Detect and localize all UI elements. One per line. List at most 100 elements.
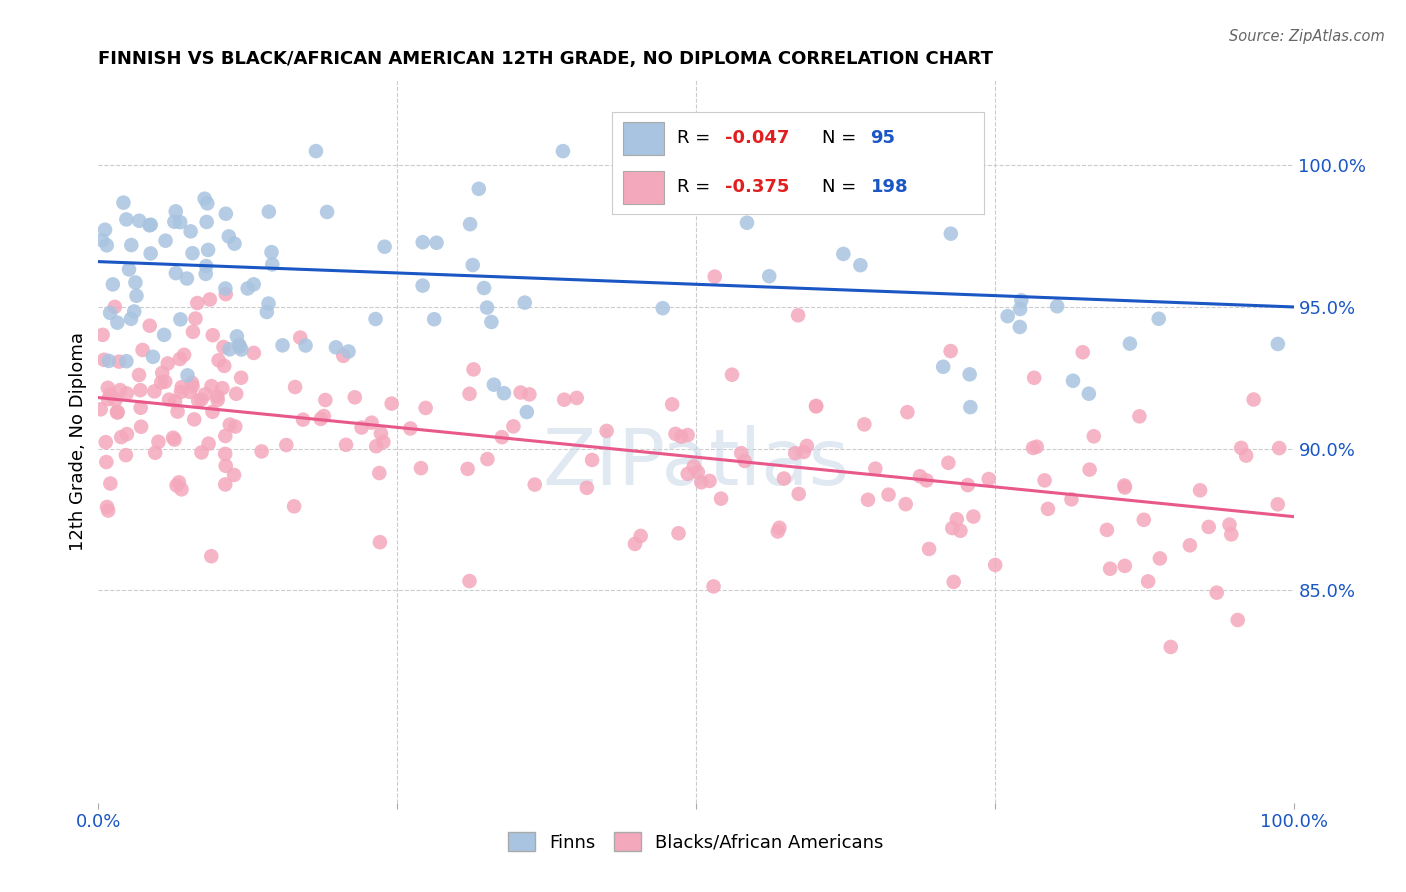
Point — [682, 459, 704, 474]
Point — [1046, 299, 1069, 313]
Point — [997, 309, 1019, 323]
Point — [214, 281, 236, 295]
Point — [1226, 613, 1249, 627]
Point — [184, 311, 207, 326]
Point — [335, 438, 357, 452]
Point — [1189, 483, 1212, 498]
Point — [187, 393, 209, 408]
Point — [932, 359, 955, 374]
Point — [1078, 462, 1101, 476]
Point — [877, 488, 900, 502]
Point — [423, 312, 446, 326]
Point — [195, 196, 218, 211]
Point — [138, 318, 160, 333]
Point — [98, 387, 121, 401]
Point — [865, 461, 887, 475]
Point — [856, 492, 879, 507]
Point — [97, 381, 120, 395]
Point — [139, 218, 162, 232]
Point — [150, 376, 173, 390]
Point — [721, 368, 744, 382]
Point — [676, 467, 699, 481]
Point — [200, 379, 222, 393]
Point — [212, 340, 235, 354]
Point — [661, 397, 683, 411]
Point — [236, 281, 259, 295]
Point — [256, 305, 278, 319]
Point — [218, 229, 240, 244]
Point — [190, 392, 212, 407]
Point — [1036, 502, 1059, 516]
Point — [1025, 440, 1047, 454]
Point — [758, 269, 780, 284]
Point — [105, 405, 128, 419]
Point — [108, 383, 131, 397]
Point — [1083, 429, 1105, 443]
Point — [207, 389, 229, 403]
Point — [96, 238, 118, 252]
Point — [98, 476, 121, 491]
Point — [1178, 538, 1201, 552]
Point — [129, 401, 152, 415]
Point — [243, 346, 266, 360]
Point — [516, 405, 538, 419]
Point — [853, 417, 876, 432]
Point — [148, 434, 170, 449]
Point — [316, 205, 339, 219]
Point — [128, 213, 150, 227]
Point — [735, 216, 758, 230]
Point — [1147, 311, 1170, 326]
Point — [624, 537, 647, 551]
Point — [939, 227, 962, 241]
Point — [766, 524, 789, 539]
Point — [581, 453, 603, 467]
Point — [115, 354, 138, 368]
Point — [1008, 320, 1031, 334]
Point — [115, 448, 138, 462]
Point — [218, 417, 240, 432]
Point — [129, 419, 152, 434]
Point — [262, 257, 284, 271]
Point — [1205, 585, 1227, 599]
Point — [97, 392, 120, 406]
Point — [1230, 441, 1253, 455]
Point — [156, 356, 179, 370]
Point — [105, 405, 128, 419]
Point — [1119, 336, 1142, 351]
Point — [97, 503, 120, 517]
Point — [211, 381, 233, 395]
Point — [166, 404, 188, 418]
Point — [260, 245, 283, 260]
Point — [190, 445, 212, 459]
Point — [962, 509, 984, 524]
Point — [169, 312, 191, 326]
Point — [314, 392, 336, 407]
Point — [91, 233, 114, 247]
Point — [143, 384, 166, 399]
Point — [595, 424, 617, 438]
Point — [179, 384, 201, 399]
Point — [360, 416, 382, 430]
Point — [139, 246, 162, 260]
Text: Source: ZipAtlas.com: Source: ZipAtlas.com — [1229, 29, 1385, 44]
Point — [173, 348, 195, 362]
Point — [218, 343, 240, 357]
Point — [162, 431, 184, 445]
Point — [804, 400, 827, 414]
Point — [1128, 409, 1150, 424]
Point — [197, 436, 219, 450]
Point — [575, 481, 598, 495]
Point — [166, 478, 188, 492]
Point — [91, 327, 114, 342]
Point — [176, 368, 198, 383]
Text: -0.047: -0.047 — [725, 129, 790, 147]
Point — [472, 281, 495, 295]
Point — [1024, 371, 1046, 385]
Point — [1071, 345, 1094, 359]
Point — [1243, 392, 1265, 407]
Point — [1062, 374, 1084, 388]
Point — [163, 215, 186, 229]
Point — [1095, 523, 1118, 537]
Legend: Finns, Blacks/African Americans: Finns, Blacks/African Americans — [501, 825, 891, 859]
Point — [710, 491, 733, 506]
